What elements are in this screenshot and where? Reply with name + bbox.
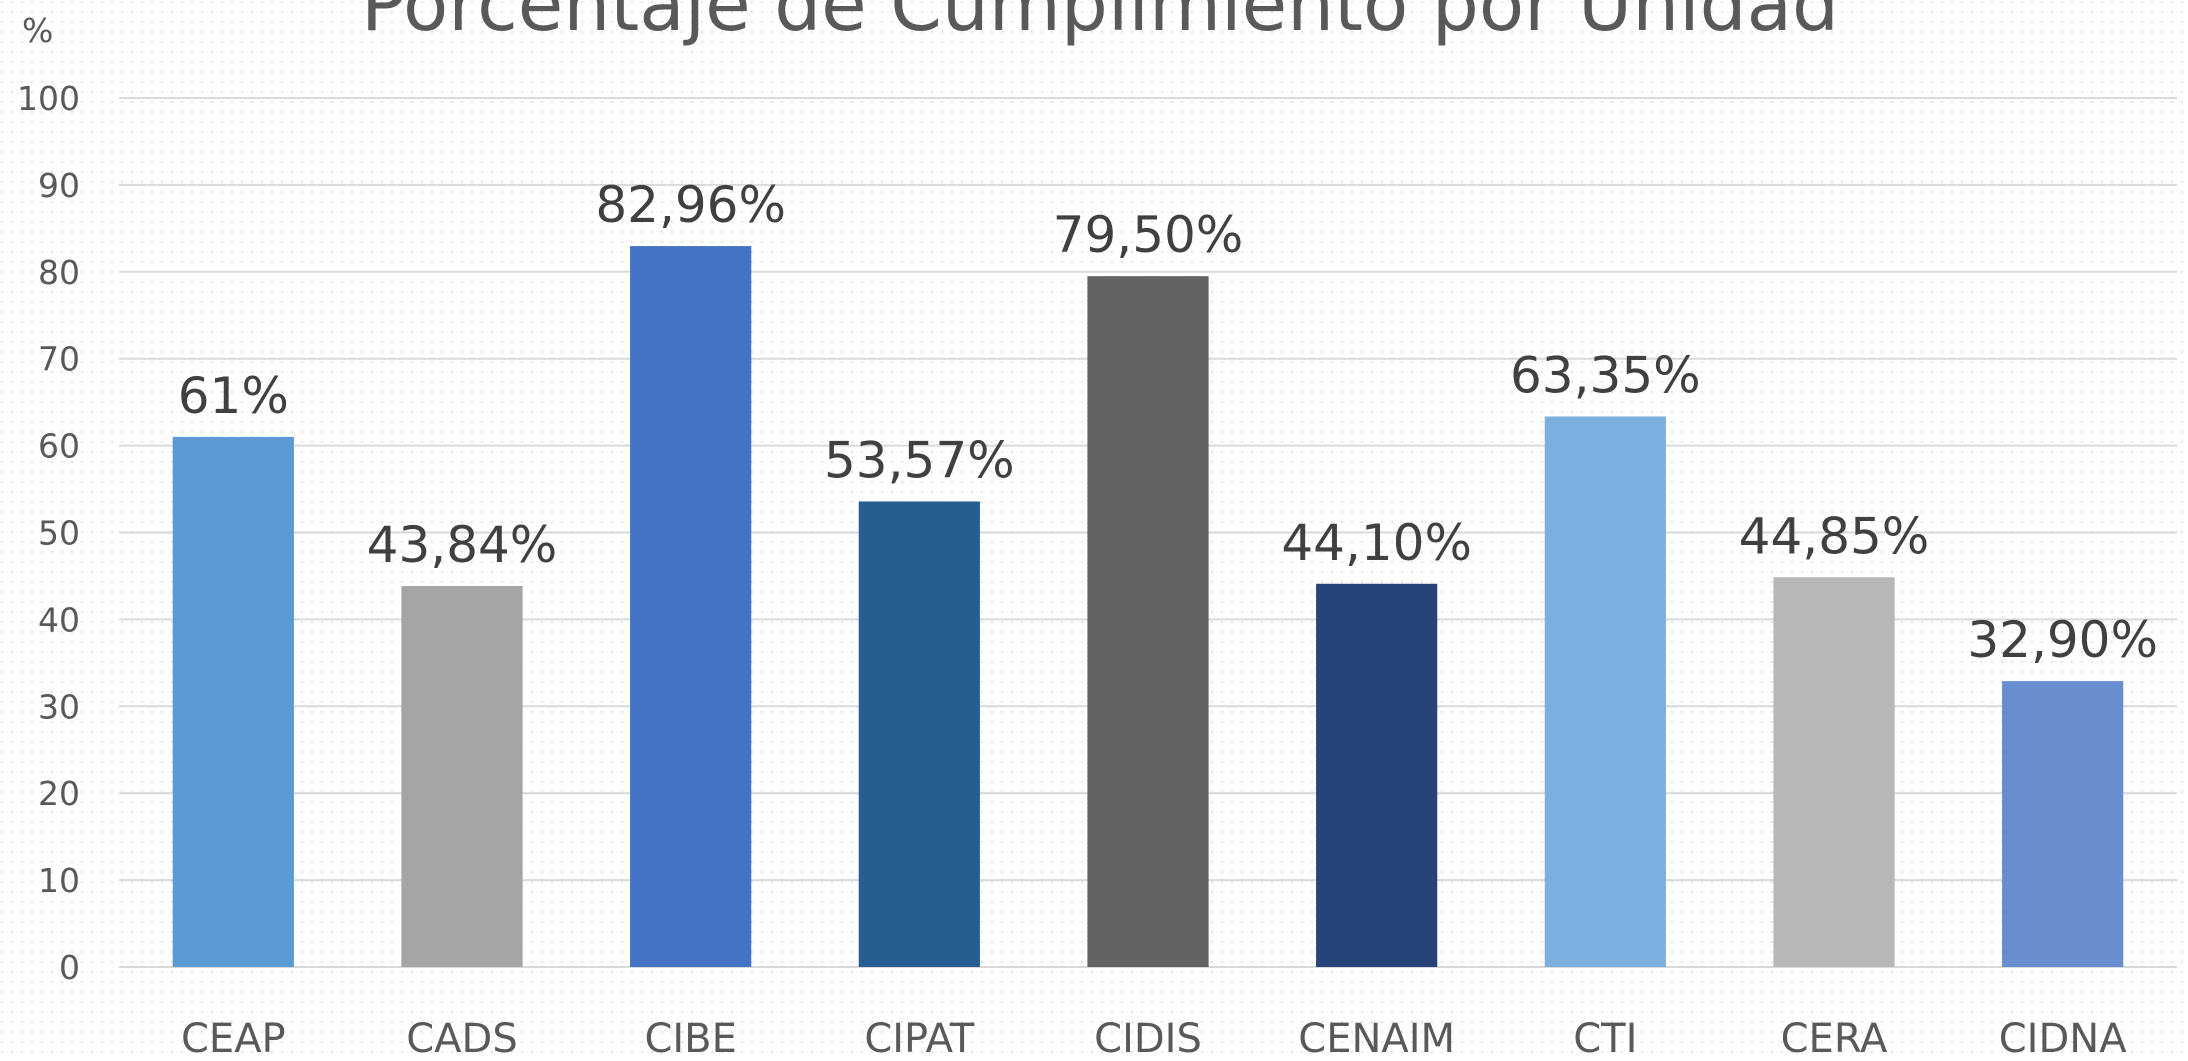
x-tick-label: CERA — [1781, 1016, 1888, 1061]
bar — [1773, 577, 1895, 967]
y-tick-label: 20 — [38, 774, 80, 813]
value-label: 44,85% — [1739, 507, 1930, 565]
x-tick-label: CIDIS — [1094, 1016, 1202, 1061]
x-tick-label: CEAP — [181, 1016, 286, 1061]
value-label: 53,57% — [824, 431, 1015, 489]
chart-title: Porcentaje de Cumplimiento por Unidad — [361, 0, 1839, 48]
x-tick-label: CIDNA — [1999, 1016, 2127, 1061]
value-label: 61% — [178, 367, 289, 425]
value-label: 43,84% — [367, 516, 558, 574]
x-tick-label: CADS — [406, 1016, 517, 1061]
y-tick-label: 100 — [17, 79, 80, 118]
x-tick-label: CTI — [1573, 1016, 1637, 1061]
bar — [630, 246, 752, 967]
y-tick-label: 40 — [38, 600, 80, 639]
x-tick-label: CENAIM — [1298, 1016, 1455, 1061]
y-tick-label: 10 — [38, 861, 80, 900]
bar — [401, 586, 523, 967]
value-label: 79,50% — [1053, 206, 1244, 264]
bar — [1087, 276, 1209, 967]
value-label: 44,10% — [1281, 514, 1472, 572]
bar — [1316, 583, 1438, 967]
x-tick-label: CIPAT — [864, 1016, 975, 1061]
y-tick-label: 50 — [38, 514, 80, 553]
x-tick-label: CIBE — [644, 1016, 736, 1061]
bar — [858, 501, 980, 967]
y-tick-label: 30 — [38, 687, 80, 726]
bar — [1544, 416, 1666, 967]
y-tick-label: 90 — [38, 166, 80, 205]
y-tick-label: 0 — [59, 948, 80, 987]
bar — [2002, 681, 2124, 967]
value-label: 63,35% — [1510, 346, 1701, 404]
y-axis-label: % — [22, 11, 53, 50]
value-label: 82,96% — [595, 176, 786, 234]
y-tick-label: 80 — [38, 253, 80, 292]
y-tick-label: 60 — [38, 427, 80, 466]
value-label: 32,90% — [1967, 611, 2158, 669]
y-tick-label: 70 — [38, 340, 80, 379]
bar — [172, 436, 294, 967]
